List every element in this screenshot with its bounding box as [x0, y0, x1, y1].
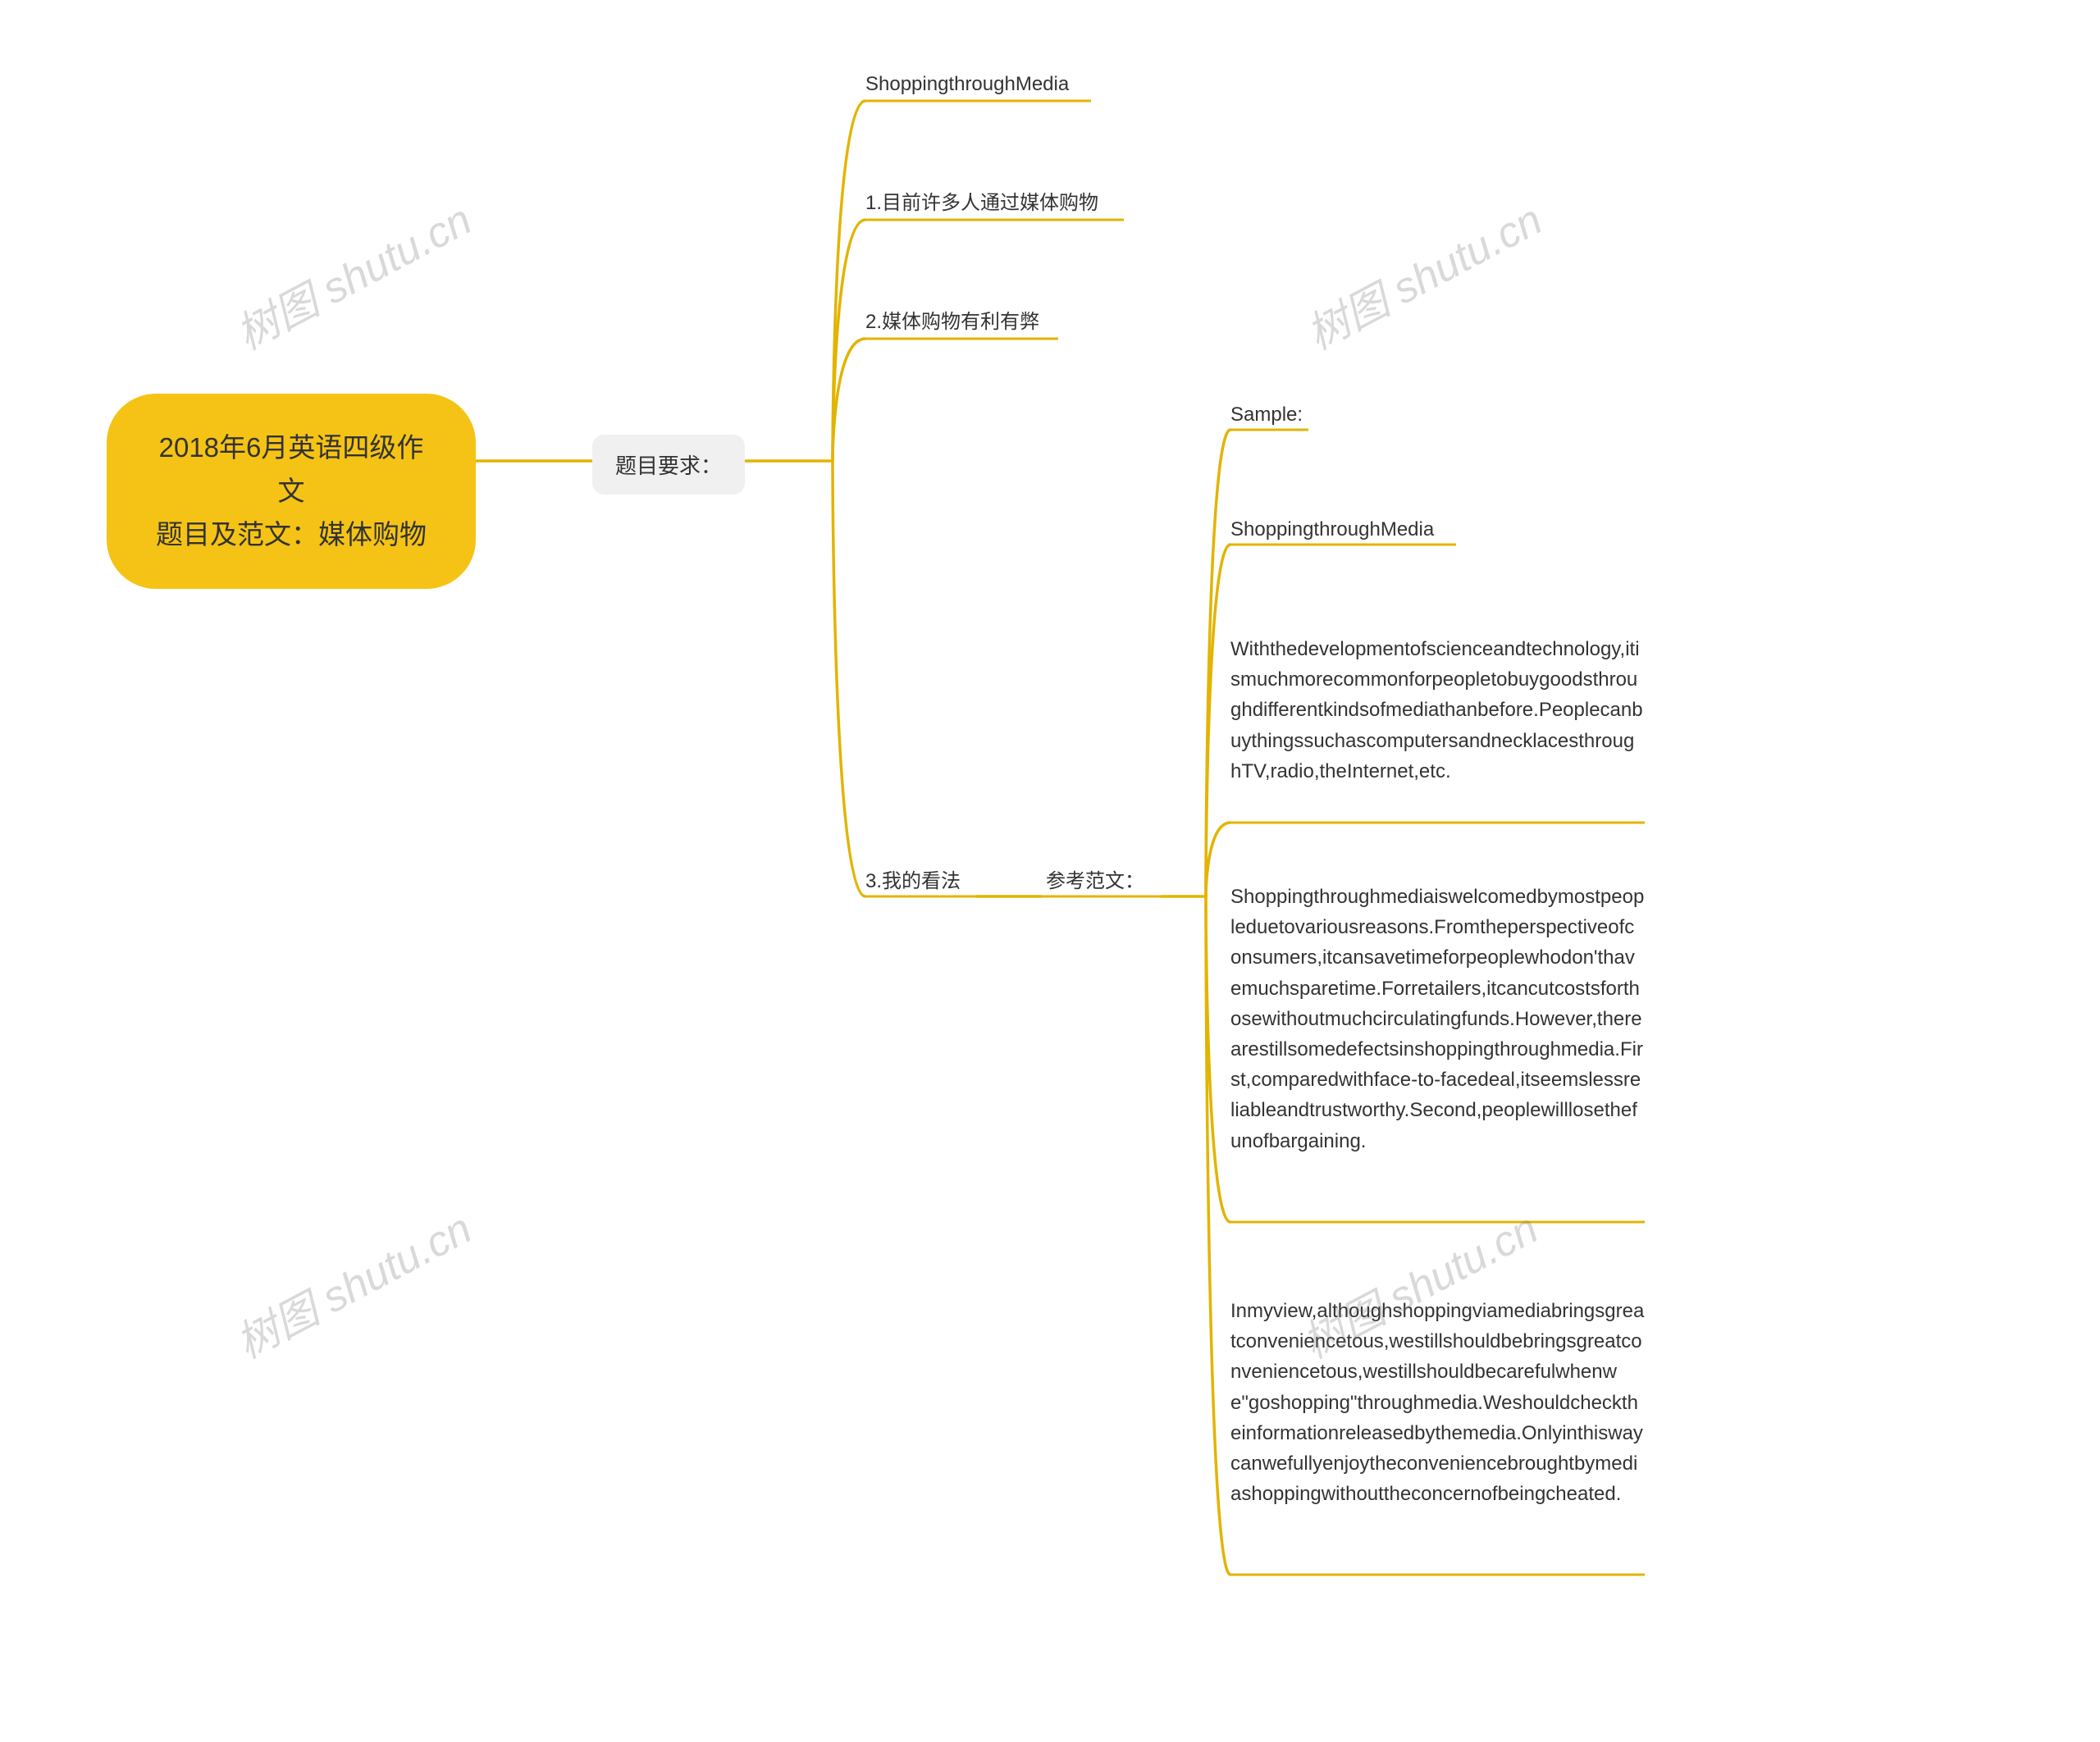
- watermark: 树图 shutu.cn: [223, 1194, 480, 1370]
- essay-p2: ShoppingthroughMedia: [1230, 515, 1434, 545]
- watermark: 树图 shutu.cn: [223, 185, 480, 361]
- essay-p3: Withthedevelopmentofscienceandtechnology…: [1230, 634, 1645, 787]
- branch-2-text: 1.目前许多人通过媒体购物: [865, 192, 1098, 214]
- watermark: 树图 shutu.cn: [1294, 185, 1550, 361]
- subnode-requirements: 题目要求：: [592, 435, 745, 495]
- branch-4: 3.我的看法: [865, 867, 961, 896]
- mindmap-root: 2018年6月英语四级作文 题目及范文：媒体购物: [107, 394, 476, 589]
- root-line1: 2018年6月英语四级作文: [152, 426, 431, 513]
- branch-2: 1.目前许多人通过媒体购物: [865, 189, 1098, 218]
- root-line2: 题目及范文：媒体购物: [152, 513, 431, 557]
- branch-1-text: ShoppingthroughMedia: [865, 73, 1069, 95]
- subnode-label: 题目要求：: [615, 454, 722, 478]
- essay-p4: Shoppingthroughmediaiswelcomedbymostpeop…: [1230, 882, 1645, 1156]
- branch-3-text: 2.媒体购物有利有弊: [865, 311, 1039, 333]
- branch-3: 2.媒体购物有利有弊: [865, 308, 1039, 337]
- branch-4-text: 3.我的看法: [865, 870, 961, 892]
- reference-essay-text: 参考范文：: [1046, 870, 1144, 892]
- essay-p3-text: Withthedevelopmentofscienceandtechnology…: [1230, 638, 1643, 782]
- essay-p5: Inmyview,althoughshoppingviamediabringsg…: [1230, 1296, 1645, 1509]
- branch-1: ShoppingthroughMedia: [865, 70, 1069, 99]
- reference-essay-label: 参考范文：: [1046, 867, 1144, 896]
- essay-p5-text: Inmyview,althoughshoppingviamediabringsg…: [1230, 1300, 1644, 1505]
- essay-p4-text: Shoppingthroughmediaiswelcomedbymostpeop…: [1230, 886, 1644, 1152]
- essay-p2-text: ShoppingthroughMedia: [1230, 518, 1434, 540]
- essay-p1-text: Sample:: [1230, 404, 1303, 426]
- essay-p1: Sample:: [1230, 400, 1303, 430]
